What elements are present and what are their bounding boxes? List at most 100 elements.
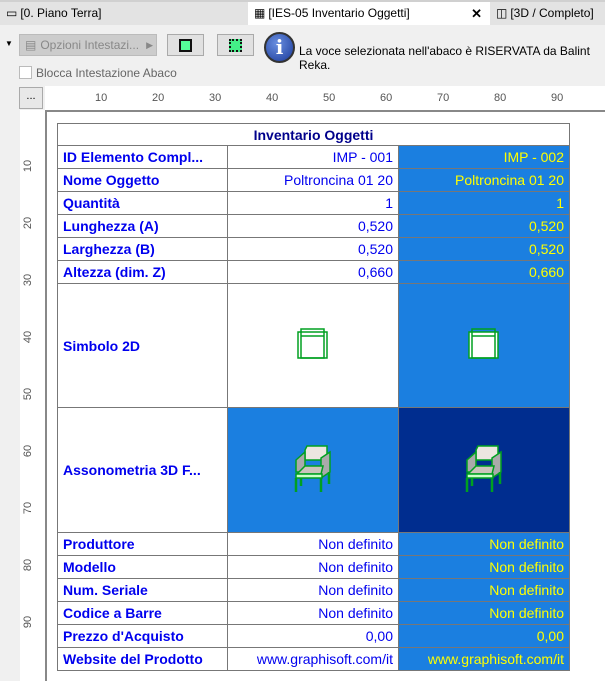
row-label: Assonometria 3D F... [57, 407, 228, 533]
cell[interactable]: 0,660 [227, 260, 399, 284]
table-row[interactable]: Nome Oggetto Poltroncina 01 20 Poltroncina… [57, 168, 570, 192]
table-row[interactable]: Altezza (dim. Z) 0,660 0,660 [57, 260, 570, 284]
table-row[interactable]: Quantità 1 1 [57, 191, 570, 215]
ruler-label: 30 [209, 92, 222, 104]
schedule-title: Inventario Oggetti [57, 123, 570, 146]
cell-selected[interactable]: Non definito [398, 578, 570, 602]
axonometry-cell[interactable] [227, 407, 399, 533]
armchair-3d-icon [465, 444, 502, 492]
cell-selected[interactable]: Non definito [398, 532, 570, 556]
ruler-label: 80 [494, 92, 507, 104]
cell[interactable]: 0,00 [227, 624, 399, 648]
armchair-2d-icon [297, 328, 328, 359]
info-message: La voce selezionata nell'abaco è RISERVA… [299, 44, 590, 72]
table-row[interactable]: Codice a Barre Non definito Non definito [57, 601, 570, 625]
header-options-button[interactable]: ▤ Opzioni Intestazi... ▶ [19, 34, 157, 56]
table-row[interactable]: Assonometria 3D F... [57, 407, 570, 533]
tab-piano-terra[interactable]: ▭ [0. Piano Terra] [0, 2, 245, 25]
axonometry-cell-selected[interactable] [398, 407, 570, 533]
select-2d-button[interactable] [167, 34, 204, 56]
cell-selected[interactable]: Poltroncina 01 20 [398, 168, 570, 192]
schedule-grid-icon: ▦ [254, 6, 266, 20]
ruler-label: 90 [22, 615, 35, 629]
cell-selected[interactable]: 0,520 [398, 237, 570, 261]
ruler-label: 60 [22, 444, 35, 458]
cell[interactable]: 1 [227, 191, 399, 215]
floor-plan-icon: ▭ [6, 6, 18, 20]
ruler-label: 70 [22, 501, 35, 515]
cell[interactable]: IMP - 001 [227, 145, 399, 169]
schedule-table: Inventario Oggetti ID Elemento Compl... I… [57, 123, 570, 671]
horizontal-ruler: 10 20 30 40 50 60 70 80 90 [45, 86, 605, 110]
toolbar: ▼ ▤ Opzioni Intestazi... ▶ i La voce selez… [0, 25, 605, 85]
ruler-label: 20 [22, 216, 35, 230]
table-row[interactable]: Modello Non definito Non definito [57, 555, 570, 579]
cell[interactable]: Non definito [227, 601, 399, 625]
ruler-label: 30 [22, 273, 35, 287]
table-row[interactable]: Website del Prodotto www.graphisoft.com/i… [57, 647, 570, 671]
lock-header-checkbox[interactable] [19, 66, 32, 79]
ruler-options-button[interactable]: ... [19, 87, 43, 109]
left-strip [0, 86, 19, 681]
row-label: Altezza (dim. Z) [57, 260, 228, 284]
symbol-2d-cell[interactable] [227, 283, 399, 408]
info-icon: i [264, 32, 295, 63]
cell[interactable]: 0,520 [227, 214, 399, 238]
cell-selected[interactable]: 0,520 [398, 214, 570, 238]
table-row[interactable]: Lunghezza (A) 0,520 0,520 [57, 214, 570, 238]
cell-selected[interactable]: Non definito [398, 601, 570, 625]
ruler-label: 80 [22, 558, 35, 572]
ruler-label: 40 [266, 92, 279, 104]
ruler-label: 70 [437, 92, 450, 104]
row-label: Modello [57, 555, 228, 579]
table-row[interactable]: Produttore Non definito Non definito [57, 532, 570, 556]
collapse-arrow-icon[interactable]: ▼ [5, 39, 13, 48]
ruler-label: 50 [323, 92, 336, 104]
lock-header-label: Blocca Intestazione Abaco [36, 66, 177, 80]
cell[interactable]: Non definito [227, 578, 399, 602]
symbol-2d-cell-selected[interactable] [398, 283, 570, 408]
row-label: Num. Seriale [57, 578, 228, 602]
row-label: Website del Prodotto [57, 647, 228, 671]
tab-bar: ▭ [0. Piano Terra] ▦ [IES-05 Inventario Og… [0, 0, 605, 25]
ruler-label: 10 [95, 92, 108, 104]
table-row[interactable]: Num. Seriale Non definito Non definito [57, 578, 570, 602]
cell-selected[interactable]: 1 [398, 191, 570, 215]
select-3d-button[interactable] [217, 34, 254, 56]
close-tab-icon[interactable]: ✕ [471, 6, 482, 21]
green-square-icon [179, 38, 192, 52]
cell-selected[interactable]: IMP - 002 [398, 145, 570, 169]
ruler-label: 50 [22, 387, 35, 401]
cell-selected[interactable]: Non definito [398, 555, 570, 579]
armchair-3d-icon [294, 444, 331, 492]
cell-selected[interactable]: 0,660 [398, 260, 570, 284]
green-cube-icon [229, 38, 242, 52]
row-label: Codice a Barre [57, 601, 228, 625]
ruler-label: 60 [380, 92, 393, 104]
cell-selected[interactable]: 0,00 [398, 624, 570, 648]
row-label: Produttore [57, 532, 228, 556]
arrow-right-icon: ▶ [146, 39, 153, 50]
armchair-2d-icon [468, 328, 499, 359]
cell[interactable]: Poltroncina 01 20 [227, 168, 399, 192]
cell[interactable]: 0,520 [227, 237, 399, 261]
row-label: Nome Oggetto [57, 168, 228, 192]
row-label: Simbolo 2D [57, 283, 228, 408]
table-row[interactable]: ID Elemento Compl... IMP - 001 IMP - 002 [57, 145, 570, 169]
ruler-label: 40 [22, 330, 35, 344]
row-label: Quantità [57, 191, 228, 215]
table-row[interactable]: Larghezza (B) 0,520 0,520 [57, 237, 570, 261]
table-icon: ▤ [25, 38, 37, 52]
ruler-label: 20 [152, 92, 165, 104]
vertical-ruler: 10 20 30 40 50 60 70 80 90 [20, 110, 45, 681]
table-row[interactable]: Prezzo d'Acquisto 0,00 0,00 [57, 624, 570, 648]
ruler-label: 90 [551, 92, 564, 104]
cell[interactable]: Non definito [227, 555, 399, 579]
tab-inventario-oggetti[interactable]: ▦ [IES-05 Inventario Oggetti] ✕ [248, 2, 490, 25]
table-row[interactable]: Simbolo 2D [57, 283, 570, 408]
cell[interactable]: www.graphisoft.com/it [227, 647, 399, 671]
cell[interactable]: Non definito [227, 532, 399, 556]
cell-selected[interactable]: www.graphisoft.com/it [398, 647, 570, 671]
row-label: Larghezza (B) [57, 237, 228, 261]
tab-3d-completo[interactable]: ◫ [3D / Completo] [490, 2, 605, 25]
